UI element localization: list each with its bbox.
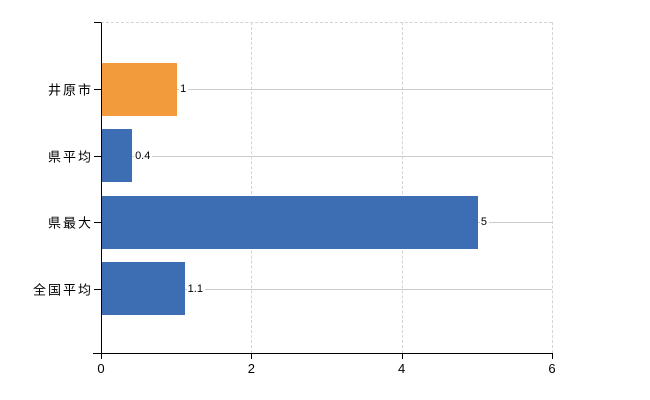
x-tick-2 (251, 353, 253, 359)
x-tick-label-6: 6 (548, 361, 556, 376)
y-tick (94, 155, 101, 157)
category-label-県最大: 県最大 (47, 215, 93, 231)
category-label-井原市: 井原市 (47, 82, 93, 98)
bar-value-label: 1 (179, 82, 189, 96)
category-gridline (102, 288, 552, 290)
x-tick-label-0: 0 (97, 361, 105, 376)
y-tick (94, 89, 101, 90)
gridline-x-2 (251, 22, 253, 353)
y-tick (94, 288, 101, 290)
x-tick-6 (552, 353, 553, 359)
bar-value-label: 1.1 (186, 282, 205, 295)
x-tick-4 (401, 353, 403, 359)
bar-井原市 (102, 62, 178, 116)
x-tick-label-4: 4 (398, 361, 406, 376)
category-label-全国平均: 全国平均 (32, 282, 93, 297)
x-tick-label-2: 2 (247, 361, 255, 376)
y-tick (94, 222, 101, 223)
plot-area (101, 22, 552, 353)
bar-県平均 (102, 129, 133, 182)
category-gridline (102, 155, 552, 157)
bar-value-label: 0.4 (134, 149, 153, 162)
category-gridline (102, 89, 552, 90)
y-axis-top-tick (94, 22, 101, 23)
x-axis-line (93, 353, 553, 354)
bar-県最大 (102, 195, 478, 249)
bar-value-label: 5 (479, 215, 489, 229)
category-label-県平均: 県平均 (47, 149, 93, 164)
gridline-x-4 (401, 22, 403, 353)
x-tick-0 (101, 353, 102, 359)
bar-全国平均 (102, 262, 185, 315)
gridline-x-6 (552, 22, 553, 353)
